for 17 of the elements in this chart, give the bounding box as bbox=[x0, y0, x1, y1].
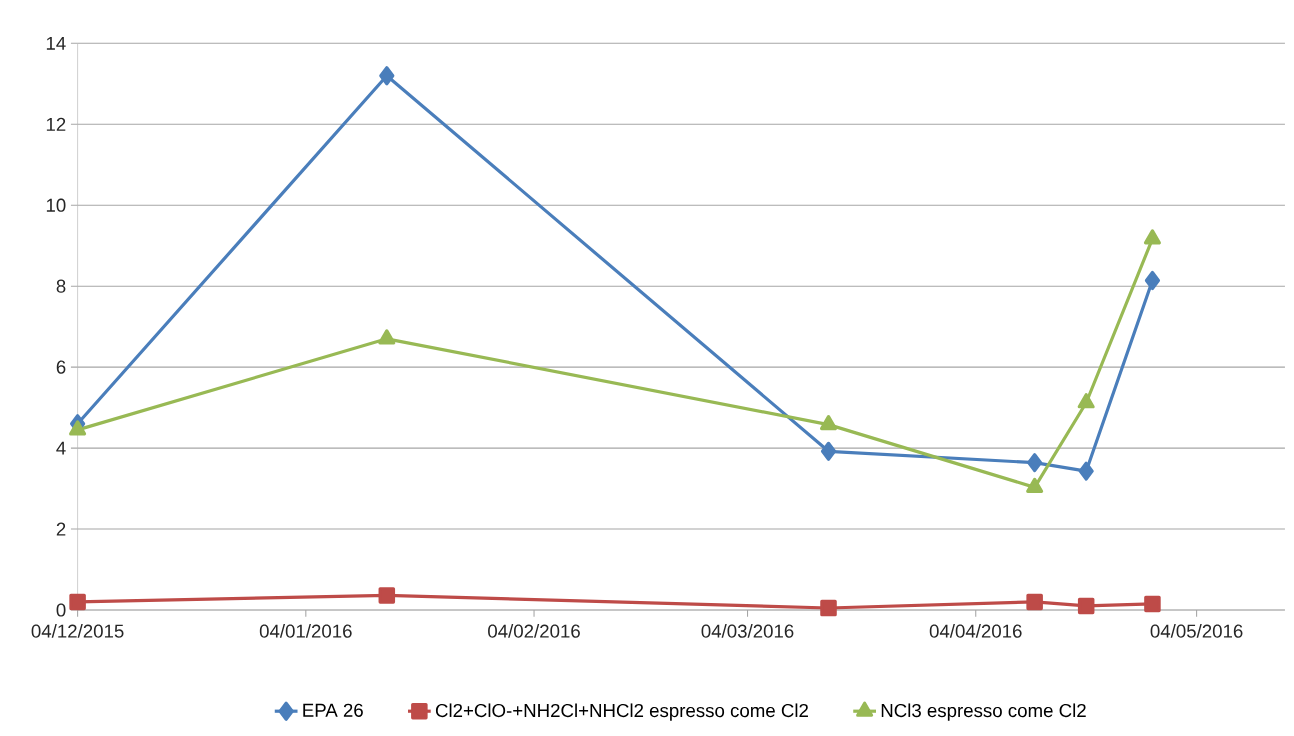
y-tick-label: 2 bbox=[56, 522, 66, 536]
x-tick-label: 04/03/2016 bbox=[701, 624, 794, 638]
y-tick-label: 12 bbox=[46, 117, 66, 131]
x-tick-label: 04/05/2016 bbox=[1150, 624, 1243, 638]
x-tick-label: 04/04/2016 bbox=[929, 624, 1022, 638]
y-tick-label: 14 bbox=[46, 36, 66, 50]
x-tick-label: 04/02/2016 bbox=[488, 624, 580, 638]
y-tick-label: 0 bbox=[56, 603, 66, 617]
x-tick-label: 04/12/2015 bbox=[31, 624, 124, 638]
legend-label: NCl3 espresso come Cl2 bbox=[881, 703, 1086, 721]
legend-label: Cl2+ClO-+NH2Cl+NHCl2 espresso come Cl2 bbox=[435, 703, 808, 721]
legend-label: EPA 26 bbox=[303, 703, 363, 717]
y-tick-label: 4 bbox=[56, 441, 66, 455]
x-tick-label: 04/01/2016 bbox=[259, 624, 352, 638]
y-tick-label: 8 bbox=[56, 279, 66, 293]
y-tick-label: 6 bbox=[56, 360, 66, 374]
y-tick-label: 10 bbox=[46, 198, 66, 212]
